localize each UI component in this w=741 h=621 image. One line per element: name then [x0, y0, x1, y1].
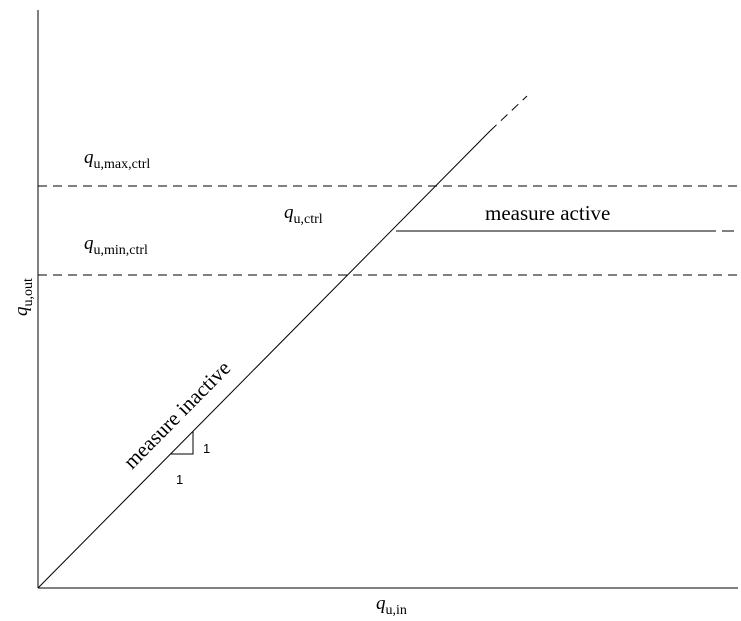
y-axis-label: qu,out: [11, 278, 36, 316]
slope-rise-label: 1: [203, 441, 210, 456]
x-axis-label: qu,in: [376, 593, 407, 618]
identity-line-continuation: [489, 95, 528, 132]
measure-active-label: measure active: [485, 201, 610, 225]
min-ctrl-label: qu,min,ctrl: [84, 233, 148, 258]
ctrl-label: qu,ctrl: [284, 202, 323, 227]
max-ctrl-label: qu,max,ctrl: [84, 147, 150, 172]
measure-inactive-label: measure inactive: [118, 356, 235, 474]
slope-run-label: 1: [176, 472, 183, 487]
identity-line: [37, 130, 491, 589]
slope-triangle: [171, 431, 194, 455]
